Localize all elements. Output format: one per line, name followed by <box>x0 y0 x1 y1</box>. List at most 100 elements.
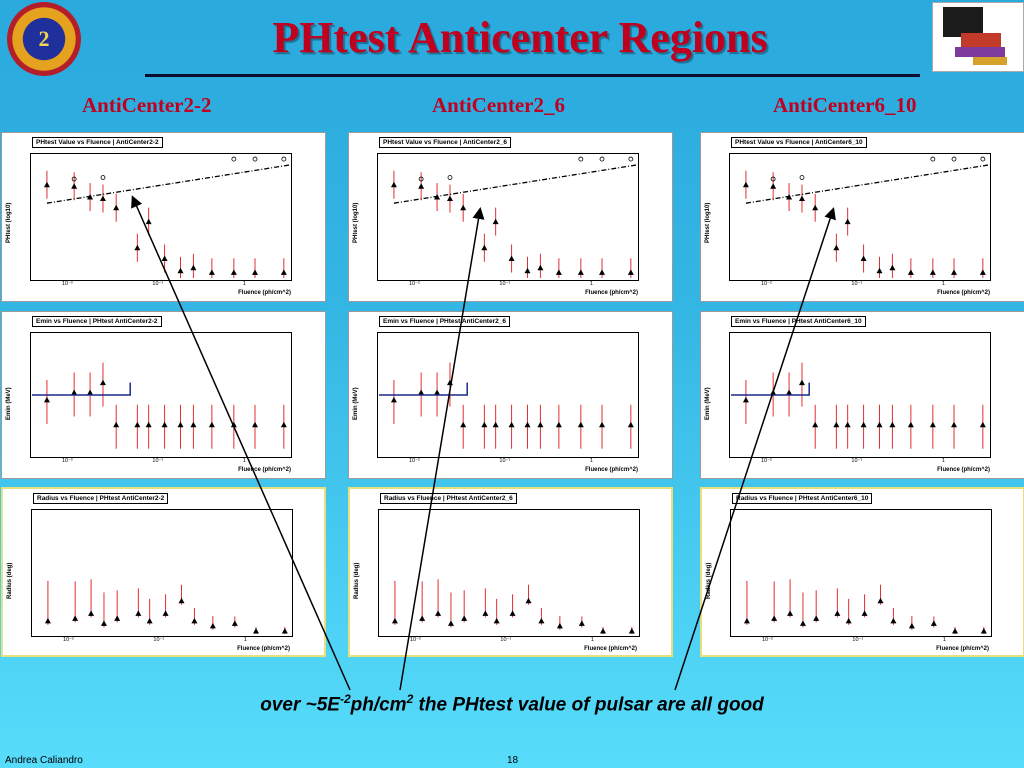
data-point <box>481 421 488 428</box>
data-point <box>844 218 851 225</box>
open-point <box>578 156 584 162</box>
column-subtitle-1: AntiCenter2-2 <box>82 93 212 117</box>
data-point <box>460 204 467 211</box>
data-point <box>861 610 868 616</box>
data-point <box>889 421 896 428</box>
data-point <box>833 421 840 428</box>
data-point <box>890 617 897 624</box>
data-point <box>191 617 198 624</box>
x-tick-label: 1 <box>242 458 246 464</box>
radius-plot-area <box>31 509 293 637</box>
data-point <box>980 627 987 634</box>
phtest-panel: PHtest Value vs Fluence | AntiCenter2-2 P… <box>1 132 326 302</box>
data-point <box>390 181 397 188</box>
radius-plot-title: Radius vs Fluence | PHtest AntiCenter6_1… <box>732 493 873 504</box>
phtest-plot-area <box>30 153 292 281</box>
emin-y-axis-label: Emin (MeV) <box>353 387 359 420</box>
x-tick-label: 10⁻² <box>61 458 73 464</box>
data-point <box>556 622 563 629</box>
data-point <box>418 183 425 189</box>
x-tick-label: 10⁻² <box>409 637 421 643</box>
data-point <box>134 244 141 251</box>
data-point <box>461 615 468 621</box>
data-point <box>391 617 398 624</box>
phtest-x-axis-label: Fluence (ph/cm^2) <box>238 290 291 296</box>
emin-plot-area <box>30 332 292 458</box>
data-point <box>907 269 914 275</box>
satellite-icon <box>943 7 1007 65</box>
data-point <box>208 421 215 428</box>
radius-y-axis-label: Radius (deg) <box>7 562 13 599</box>
x-tick-label: 1 <box>590 637 594 643</box>
x-tick-label: 10⁻¹ <box>852 637 864 643</box>
data-point <box>798 379 805 386</box>
radius-plot-title: Radius vs Fluence | PHtest AntiCenter2-2 <box>33 493 169 504</box>
data-point <box>100 620 107 626</box>
phtest-plot-area <box>377 153 639 281</box>
data-point <box>509 610 516 616</box>
radius-x-axis-label: Fluence (ph/cm^2) <box>237 646 290 652</box>
data-point <box>833 244 840 251</box>
phtest-x-axis-label: Fluence (ph/cm^2) <box>937 290 990 296</box>
emin-plot-title: Emin vs Fluence | PHtest AntiCenter2-2 <box>32 316 162 327</box>
x-tick-label: 10⁻² <box>760 458 772 464</box>
data-point <box>952 627 959 634</box>
data-point <box>71 389 78 395</box>
emin-panel: Emin vs Fluence | PHtest AntiCenter2_6 Em… <box>348 311 673 479</box>
data-point <box>577 269 584 275</box>
data-point <box>742 396 749 403</box>
open-point <box>281 156 287 162</box>
data-point <box>508 255 515 261</box>
data-point <box>834 610 841 616</box>
data-point <box>146 617 153 624</box>
radius-marks <box>743 579 987 634</box>
open-point <box>447 175 453 180</box>
glast-satellite-logo <box>932 2 1024 72</box>
data-point <box>929 421 936 428</box>
phtest-panel: PHtest Value vs Fluence | AntiCenter6_10… <box>700 132 1024 302</box>
data-point <box>161 255 168 261</box>
data-point <box>44 617 51 624</box>
data-point <box>742 181 749 188</box>
footer-author: Andrea Caliandro <box>5 755 83 766</box>
data-point <box>889 264 896 271</box>
data-point <box>770 183 777 189</box>
x-tick-label: 10⁻² <box>62 637 74 643</box>
data-point <box>482 610 489 616</box>
phtest-plot-area <box>729 153 991 281</box>
data-point <box>447 620 454 626</box>
data-point <box>555 421 562 428</box>
data-point <box>876 421 883 428</box>
phtest-plot-title: PHtest Value vs Fluence | AntiCenter2_6 <box>379 137 512 148</box>
x-tick-label: 1 <box>941 458 945 464</box>
radius-plot-area <box>730 509 992 637</box>
phtest-y-axis-label: PHtest (log10) <box>353 202 359 243</box>
data-point <box>537 264 544 271</box>
data-point <box>877 597 884 604</box>
data-point <box>907 421 914 428</box>
phtest-y-axis-label: PHtest (log10) <box>6 202 12 243</box>
data-point <box>252 269 259 275</box>
data-point <box>208 269 215 275</box>
x-tick-label: 10⁻¹ <box>500 637 512 643</box>
data-point <box>113 421 120 428</box>
data-point <box>493 617 500 624</box>
x-tick-label: 10⁻¹ <box>851 458 863 464</box>
data-point <box>929 269 936 275</box>
phtest-plot-title: PHtest Value vs Fluence | AntiCenter2-2 <box>32 137 163 148</box>
data-point <box>135 610 142 616</box>
x-tick-label: 10⁻¹ <box>152 281 164 287</box>
data-point <box>190 264 197 271</box>
emin-y-axis-label: Emin (MeV) <box>6 387 12 420</box>
data-point <box>145 421 152 428</box>
emin-marks <box>731 362 986 449</box>
data-point <box>771 615 778 621</box>
data-point <box>87 389 94 395</box>
data-point <box>979 421 986 428</box>
data-point <box>113 204 120 211</box>
x-tick-label: 10⁻¹ <box>851 281 863 287</box>
data-point <box>190 421 197 428</box>
data-point <box>481 244 488 251</box>
data-point <box>628 627 635 634</box>
data-point <box>979 269 986 275</box>
